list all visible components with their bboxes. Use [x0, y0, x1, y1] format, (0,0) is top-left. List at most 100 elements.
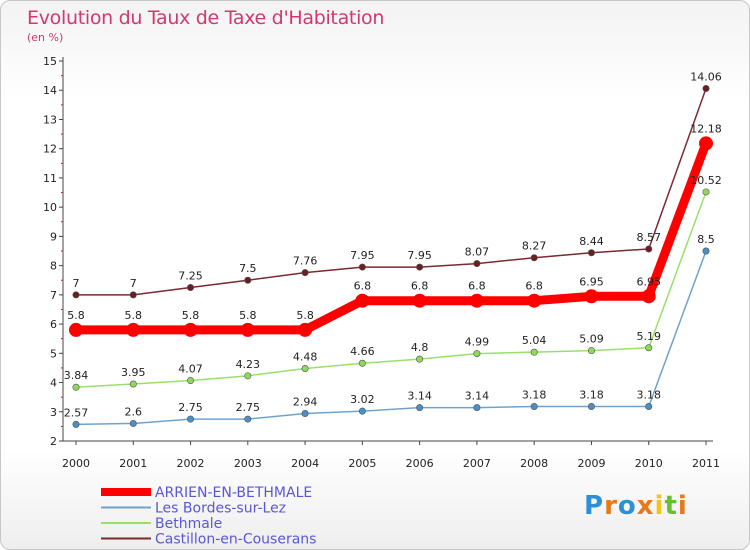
series-point-1: [473, 404, 481, 412]
data-label-3: 7.5: [239, 262, 257, 275]
series-point-0: [355, 293, 370, 308]
series-point-1: [187, 415, 195, 423]
legend-label-2: Bethmale: [155, 516, 222, 532]
data-label-2: 4.07: [178, 362, 203, 375]
y-tick-label: 5: [50, 347, 57, 360]
y-tick-label: 9: [50, 230, 57, 243]
series-point-1: [358, 407, 366, 415]
y-tick-label: 15: [43, 55, 57, 68]
series-point-1: [244, 415, 252, 423]
data-label-1: 3.14: [407, 390, 432, 403]
data-label-2: 3.84: [64, 369, 89, 382]
data-label-0: 6.95: [636, 275, 661, 288]
series-point-3: [187, 284, 195, 292]
series-line-3: [76, 88, 707, 296]
series-point-2: [416, 355, 424, 363]
series-point-3: [244, 276, 252, 284]
legend-label-0: ARRIEN-EN-BETHMALE: [155, 485, 312, 501]
series-point-2: [587, 347, 595, 355]
data-label-3: 8.27: [522, 240, 547, 253]
series-point-0: [240, 322, 255, 337]
chart-title: Evolution du Taux de Taxe d'Habitation: [27, 7, 385, 29]
data-label-1: 3.02: [350, 393, 375, 406]
data-label-0: 5.8: [125, 309, 143, 322]
x-tick-label: 2002: [177, 457, 205, 470]
series-point-3: [473, 260, 481, 268]
series-point-1: [702, 247, 710, 255]
data-label-3: 7.95: [407, 249, 432, 262]
series-point-0: [126, 322, 141, 337]
x-tick-label: 2000: [62, 457, 90, 470]
y-tick-label: 2: [50, 435, 57, 448]
series-point-1: [645, 403, 653, 411]
data-label-3: 7: [130, 277, 137, 290]
x-tick-label: 2003: [234, 457, 262, 470]
proxiti-logo: Proxiti: [584, 491, 688, 521]
x-tick-label: 2004: [291, 457, 319, 470]
series-point-0: [412, 293, 427, 308]
chart-subtitle: (en %): [27, 31, 64, 44]
data-label-0: 6.95: [579, 275, 604, 288]
y-tick-label: 13: [43, 113, 57, 126]
x-tick-label: 2008: [520, 457, 548, 470]
series-point-3: [587, 249, 595, 257]
series-point-0: [641, 289, 656, 304]
logo-letter: i: [677, 491, 688, 521]
data-label-2: 5.09: [579, 333, 604, 346]
series-point-1: [72, 420, 80, 428]
data-label-1: 8.5: [697, 233, 715, 246]
series-point-1: [129, 419, 137, 427]
series-point-2: [358, 359, 366, 367]
series-point-3: [301, 269, 309, 277]
data-label-2: 5.19: [636, 330, 661, 343]
data-label-2: 4.99: [465, 336, 490, 349]
series-point-1: [301, 410, 309, 418]
data-label-0: 12.18: [690, 122, 722, 135]
chart-axes: 2 3 4 5 6 7 8 9 10 11 12 13 14 15 2000 2001 2002 2003 2004…: [43, 55, 720, 470]
series-point-2: [72, 383, 80, 391]
data-label-0: 6.8: [525, 280, 543, 293]
y-tick-label: 6: [50, 318, 57, 331]
series-point-3: [72, 291, 80, 299]
x-tick-label: 2001: [119, 457, 147, 470]
data-label-3: 14.06: [690, 70, 722, 83]
legend-label-3: Castillon-en-Couserans: [155, 532, 316, 548]
y-tick-label: 11: [43, 172, 57, 185]
series-line-2: [75, 191, 707, 388]
series-point-0: [527, 293, 542, 308]
y-tick-label: 12: [43, 143, 57, 156]
data-label-3: 8.07: [465, 246, 490, 259]
series-point-2: [645, 344, 653, 352]
x-tick-label: 2010: [635, 457, 663, 470]
data-label-0: 5.8: [182, 309, 200, 322]
data-label-1: 2.75: [178, 401, 203, 414]
series-point-2: [244, 372, 252, 380]
y-tick-label: 10: [43, 201, 57, 214]
logo-letter: r: [604, 491, 618, 521]
series-point-2: [301, 365, 309, 373]
series-point-3: [129, 291, 137, 299]
y-tick-label: 8: [50, 260, 57, 273]
data-label-3: 7.95: [350, 249, 375, 262]
series-point-0: [183, 322, 198, 337]
series-point-2: [702, 188, 710, 196]
y-tick-label: 14: [43, 84, 57, 97]
data-label-0: 5.8: [239, 309, 257, 322]
data-label-2: 4.23: [236, 358, 261, 371]
data-label-3: 8.57: [636, 231, 661, 244]
data-label-2: 4.8: [411, 341, 429, 354]
data-label-0: 5.8: [296, 309, 314, 322]
series-point-3: [645, 245, 653, 253]
data-label-1: 3.18: [579, 389, 604, 402]
logo-letter: P: [584, 491, 605, 521]
series-point-0: [298, 322, 313, 337]
y-tick-label: 7: [50, 289, 57, 302]
data-label-1: 3.18: [522, 389, 547, 402]
data-label-2: 5.04: [522, 334, 547, 347]
logo-letter: o: [617, 491, 637, 521]
data-label-3: 7.76: [293, 255, 318, 268]
x-tick-label: 2006: [406, 457, 434, 470]
